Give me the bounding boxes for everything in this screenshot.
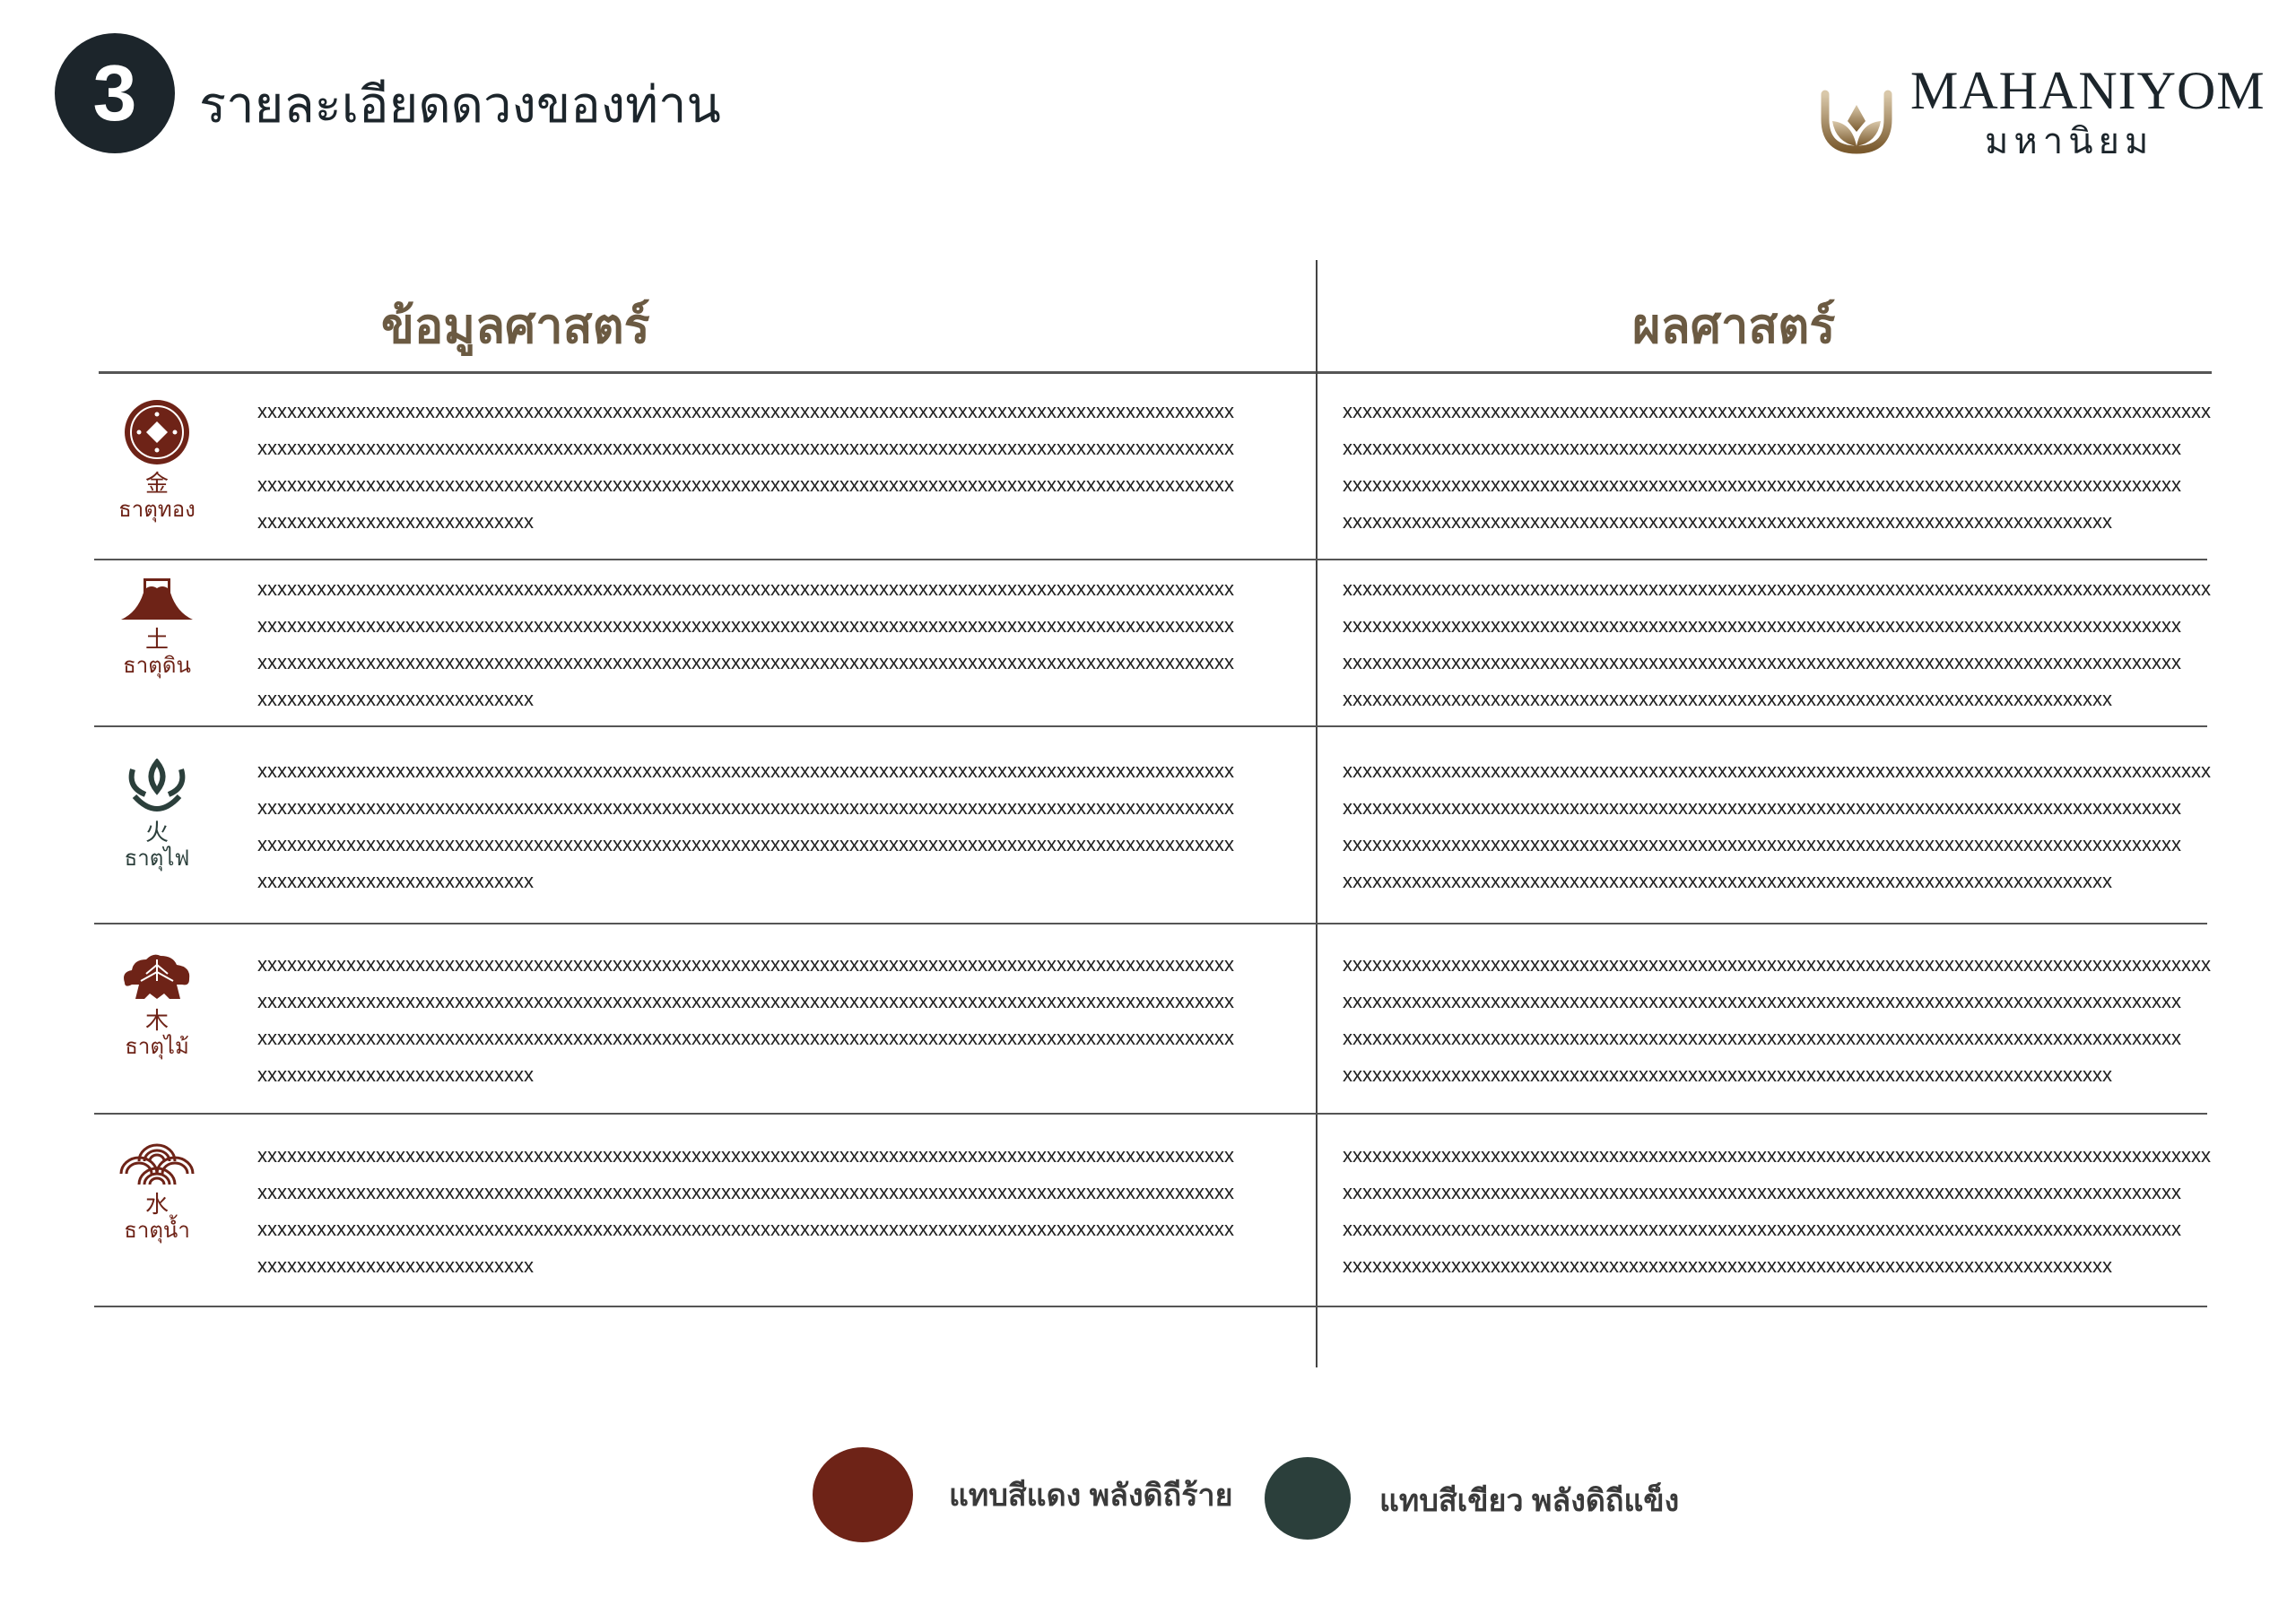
text-line: xxxxxxxxxxxxxxxxxxxxxxxxxxxxxxxxxxxxxxxx…: [1343, 952, 2211, 976]
text-line: xxxxxxxxxxxxxxxxxxxxxxxxxxxxxxxxxxxxxxxx…: [1343, 869, 2112, 892]
text-line: xxxxxxxxxxxxxxxxxxxxxxxxxxxxxxxxxxxxxxxx…: [1343, 832, 2181, 855]
element-label: ธาตุไม้: [125, 1034, 189, 1059]
element-row: 木ธาตุไม้ xxxxxxxxxxxxxxxxxxxxxxxxxxxxxxxx…: [94, 925, 2211, 1115]
element-label: ธาตุดิน: [123, 653, 191, 678]
text-line: xxxxxxxxxxxxxxxxxxxxxxxxxxxxxxxxxxxxxxxx…: [257, 1181, 1234, 1203]
right-column-text: xxxxxxxxxxxxxxxxxxxxxxxxxxxxxxxxxxxxxxxx…: [1343, 393, 2211, 540]
row-divider: [94, 1306, 2207, 1307]
text-line: xxxxxxxxxxxxxxxxxxxxxxxxxxxxxxxxxxxxxxxx…: [1343, 510, 2112, 533]
element-row: 土ธาตุดิน xxxxxxxxxxxxxxxxxxxxxxxxxxxxxxxx…: [94, 561, 2211, 727]
legend-label-red: แทบสีแดง พลังดิถีร้าย: [949, 1479, 1233, 1513]
text-line: xxxxxxxxxxxxxxxxxxxxxxxxxxxxxxxxxxxxxxxx…: [1343, 1181, 2181, 1203]
text-line: xxxxxxxxxxxxxxxxxxxxxxxxxxxxxxxxxxxxxxxx…: [257, 952, 1234, 976]
coin-icon: [112, 399, 202, 470]
text-line: xxxxxxxxxxxxxxxxxxxxxxxxxxxxxxxxxxxxxxxx…: [257, 795, 1234, 819]
row-divider: [94, 725, 2207, 727]
right-column-text: xxxxxxxxxxxxxxxxxxxxxxxxxxxxxxxxxxxxxxxx…: [1343, 570, 2211, 717]
element-icon-group: 水ธาตุน้ำ: [112, 1143, 202, 1245]
left-column-text: xxxxxxxxxxxxxxxxxxxxxxxxxxxxxxxxxxxxxxxx…: [257, 946, 1234, 1093]
hand-lotus-icon: [1821, 52, 1892, 154]
page-title: รายละเอียดดวงของท่าน: [199, 76, 721, 133]
header-divider: [99, 371, 2212, 374]
text-line: xxxxxxxxxxxxxxxxxxxxxxxxxxxx: [257, 510, 534, 533]
text-line: xxxxxxxxxxxxxxxxxxxxxxxxxxxxxxxxxxxxxxxx…: [257, 759, 1234, 782]
element-row: 金ธาตุทอง xxxxxxxxxxxxxxxxxxxxxxxxxxxxxxxx…: [94, 374, 2211, 560]
left-column-text: xxxxxxxxxxxxxxxxxxxxxxxxxxxxxxxxxxxxxxxx…: [257, 752, 1234, 899]
text-line: xxxxxxxxxxxxxxxxxxxxxxxxxxxxxxxxxxxxxxxx…: [1343, 577, 2211, 600]
right-column-text: xxxxxxxxxxxxxxxxxxxxxxxxxxxxxxxxxxxxxxxx…: [1343, 752, 2211, 899]
mountain-icon: [112, 577, 202, 626]
text-line: xxxxxxxxxxxxxxxxxxxxxxxxxxxxxxxxxxxxxxxx…: [1343, 795, 2181, 819]
text-line: xxxxxxxxxxxxxxxxxxxxxxxxxxxxxxxxxxxxxxxx…: [257, 650, 1234, 673]
text-line: xxxxxxxxxxxxxxxxxxxxxxxxxxxxxxxxxxxxxxxx…: [1343, 1218, 2181, 1240]
element-row: 水ธาตุน้ำ xxxxxxxxxxxxxxxxxxxxxxxxxxxxxxxx…: [94, 1115, 2211, 1307]
text-line: xxxxxxxxxxxxxxxxxxxxxxxxxxxxxxxxxxxxxxxx…: [257, 400, 1234, 422]
text-line: xxxxxxxxxxxxxxxxxxxxxxxxxxxxxxxxxxxxxxxx…: [1343, 759, 2211, 782]
element-kanji: 水: [144, 1191, 169, 1218]
column-divider: [1316, 260, 1318, 1367]
element-label: ธาตุน้ำ: [124, 1219, 190, 1243]
text-line: xxxxxxxxxxxxxxxxxxxxxxxxxxxxxxxxxxxxxxxx…: [257, 1218, 1234, 1240]
element-kanji: 木: [144, 1006, 169, 1034]
element-icon-group: 金ธาตุทอง: [112, 399, 202, 524]
text-line: xxxxxxxxxxxxxxxxxxxxxxxxxxxxxxxxxxxxxxxx…: [1343, 1026, 2181, 1049]
text-line: xxxxxxxxxxxxxxxxxxxxxxxxxxxxxxxxxxxxxxxx…: [257, 989, 1234, 1012]
text-line: xxxxxxxxxxxxxxxxxxxxxxxxxxxxxxxxxxxxxxxx…: [257, 577, 1234, 600]
column-header-right: ผลศาสตร์: [1632, 299, 1836, 353]
text-line: xxxxxxxxxxxxxxxxxxxxxxxxxxxxxxxxxxxxxxxx…: [1343, 437, 2181, 459]
left-column-text: xxxxxxxxxxxxxxxxxxxxxxxxxxxxxxxxxxxxxxxx…: [257, 393, 1234, 540]
flame-icon: [112, 757, 202, 819]
legend-swatch-green: [1265, 1457, 1351, 1540]
text-line: xxxxxxxxxxxxxxxxxxxxxxxxxxxxxxxxxxxxxxxx…: [1343, 650, 2181, 673]
wave-icon: [112, 1143, 202, 1191]
step-number-badge: 3: [55, 33, 175, 153]
left-column-text: xxxxxxxxxxxxxxxxxxxxxxxxxxxxxxxxxxxxxxxx…: [257, 570, 1234, 717]
text-line: xxxxxxxxxxxxxxxxxxxxxxxxxxxxxxxxxxxxxxxx…: [1343, 1254, 2112, 1277]
text-line: xxxxxxxxxxxxxxxxxxxxxxxxxxxxxxxxxxxxxxxx…: [257, 1144, 1234, 1167]
legend-swatch-red: [813, 1447, 913, 1542]
row-divider: [94, 923, 2207, 924]
element-icon-group: 木ธาตุไม้: [112, 952, 202, 1061]
step-number: 3: [92, 48, 137, 137]
element-icon-group: 土ธาตุดิน: [112, 577, 202, 680]
element-kanji: 金: [144, 470, 169, 497]
element-kanji: 土: [144, 625, 169, 653]
text-line: xxxxxxxxxxxxxxxxxxxxxxxxxxxxxxxxxxxxxxxx…: [1343, 1144, 2211, 1167]
element-label: ธาตุไฟ: [124, 846, 190, 871]
left-column-text: xxxxxxxxxxxxxxxxxxxxxxxxxxxxxxxxxxxxxxxx…: [257, 1137, 1234, 1284]
text-line: xxxxxxxxxxxxxxxxxxxxxxxxxxxxxxxxxxxxxxxx…: [257, 832, 1234, 855]
text-line: xxxxxxxxxxxxxxxxxxxxxxxxxxxxxxxxxxxxxxxx…: [1343, 1063, 2112, 1086]
pine-tree-icon: [112, 952, 202, 1007]
legend-label-green: แทบสีเขียว พลังดิถีแข็ง: [1379, 1484, 1680, 1518]
element-kanji: 火: [144, 818, 169, 846]
text-line: xxxxxxxxxxxxxxxxxxxxxxxxxxxxxxxxxxxxxxxx…: [257, 613, 1234, 637]
text-line: xxxxxxxxxxxxxxxxxxxxxxxxxxxx: [257, 1254, 534, 1277]
column-header-left: ข้อมูลศาสตร์: [381, 299, 650, 353]
element-row: 火ธาตุไฟ xxxxxxxxxxxxxxxxxxxxxxxxxxxxxxxxx…: [94, 728, 2211, 924]
text-line: xxxxxxxxxxxxxxxxxxxxxxxxxxxxxxxxxxxxxxxx…: [1343, 989, 2181, 1012]
text-line: xxxxxxxxxxxxxxxxxxxxxxxxxxxx: [257, 687, 534, 710]
row-divider: [94, 559, 2207, 560]
logo: MAHANIYOM มหานิยม: [1816, 49, 2265, 161]
right-column-text: xxxxxxxxxxxxxxxxxxxxxxxxxxxxxxxxxxxxxxxx…: [1343, 946, 2211, 1093]
text-line: xxxxxxxxxxxxxxxxxxxxxxxxxxxxxxxxxxxxxxxx…: [1343, 613, 2181, 637]
text-line: xxxxxxxxxxxxxxxxxxxxxxxxxxxxxxxxxxxxxxxx…: [257, 1026, 1234, 1049]
text-line: xxxxxxxxxxxxxxxxxxxxxxxxxxxxxxxxxxxxxxxx…: [1343, 687, 2112, 710]
text-line: xxxxxxxxxxxxxxxxxxxxxxxxxxxxxxxxxxxxxxxx…: [1343, 400, 2211, 422]
brand-name-th: มหานิยม: [1985, 121, 2154, 161]
right-column-text: xxxxxxxxxxxxxxxxxxxxxxxxxxxxxxxxxxxxxxxx…: [1343, 1137, 2211, 1284]
text-line: xxxxxxxxxxxxxxxxxxxxxxxxxxxx: [257, 869, 534, 892]
text-line: xxxxxxxxxxxxxxxxxxxxxxxxxxxxxxxxxxxxxxxx…: [257, 473, 1234, 496]
row-divider: [94, 1113, 2207, 1115]
brand-name-en: MAHANIYOM: [1910, 61, 2266, 120]
element-icon-group: 火ธาตุไฟ: [112, 757, 202, 872]
text-line: xxxxxxxxxxxxxxxxxxxxxxxxxxxx: [257, 1063, 534, 1086]
element-label: ธาตุทอง: [118, 498, 196, 522]
text-line: xxxxxxxxxxxxxxxxxxxxxxxxxxxxxxxxxxxxxxxx…: [1343, 473, 2181, 496]
text-line: xxxxxxxxxxxxxxxxxxxxxxxxxxxxxxxxxxxxxxxx…: [257, 437, 1234, 459]
